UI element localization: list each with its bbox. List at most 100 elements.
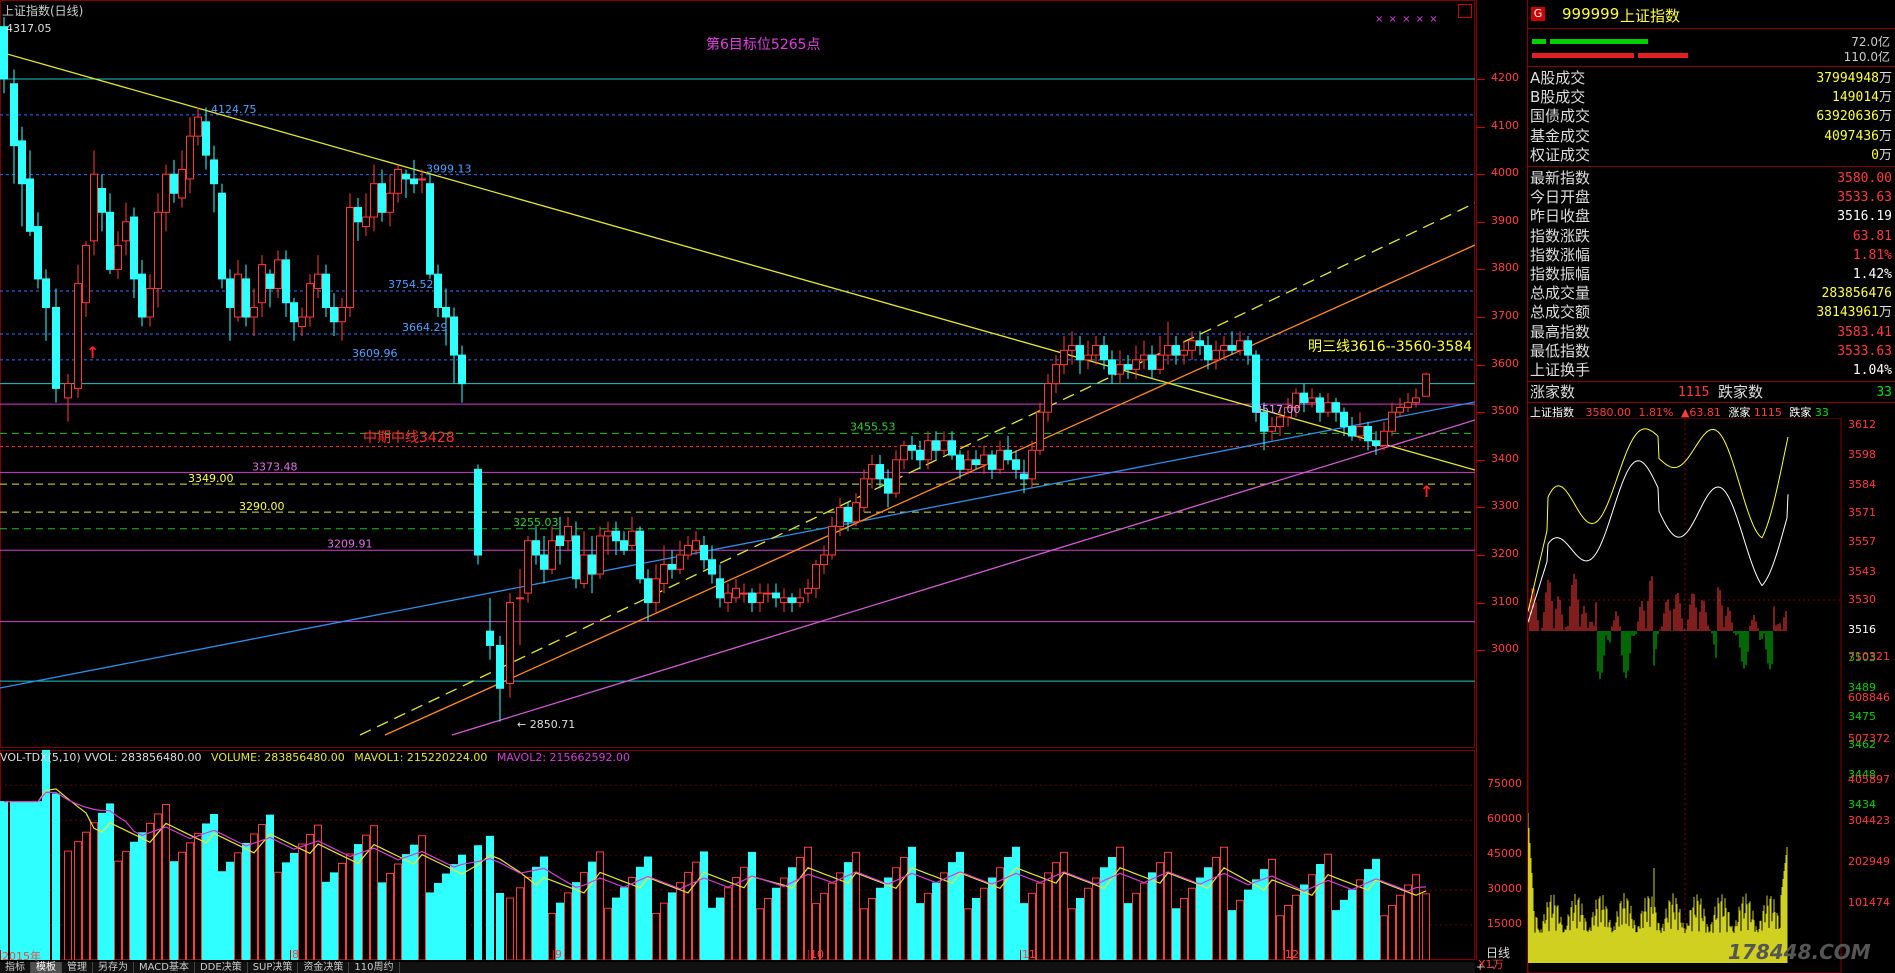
candle[interactable]: [1196, 340, 1204, 347]
candle[interactable]: [580, 554, 588, 585]
candle[interactable]: [154, 211, 162, 289]
candle[interactable]: [1388, 411, 1396, 432]
candle[interactable]: [724, 592, 732, 604]
candle[interactable]: [106, 211, 114, 270]
candle[interactable]: [378, 183, 386, 213]
candle[interactable]: [258, 264, 266, 304]
candle[interactable]: [314, 273, 322, 289]
candle[interactable]: [458, 354, 466, 385]
candle[interactable]: [1348, 425, 1356, 437]
candle[interactable]: [386, 192, 394, 213]
candle[interactable]: [1212, 349, 1220, 361]
candle[interactable]: [146, 287, 154, 318]
candle[interactable]: [370, 183, 378, 218]
candle[interactable]: [1116, 364, 1124, 375]
indicator-tab[interactable]: DDE决策: [195, 962, 248, 973]
candle[interactable]: [486, 630, 494, 646]
candle[interactable]: [612, 530, 620, 542]
indicator-tab[interactable]: 资金决策: [298, 962, 350, 973]
candle[interactable]: [1100, 345, 1108, 361]
candle[interactable]: [772, 592, 780, 599]
candle[interactable]: [122, 221, 130, 242]
zoom-buttons[interactable]: + -: [1476, 962, 1495, 973]
candle[interactable]: [1356, 425, 1364, 437]
candle[interactable]: [1340, 411, 1348, 427]
candle[interactable]: [556, 535, 564, 546]
candle[interactable]: [266, 273, 274, 289]
candle[interactable]: [1044, 383, 1052, 413]
candle[interactable]: [572, 535, 580, 580]
candle[interactable]: [42, 278, 50, 308]
indicator-tab[interactable]: 模板: [31, 962, 62, 973]
candle[interactable]: [0, 26, 8, 80]
candle[interactable]: [956, 454, 964, 470]
candle[interactable]: [700, 544, 708, 561]
candle[interactable]: [434, 273, 442, 308]
candle[interactable]: [1188, 340, 1196, 351]
candle[interactable]: [1084, 354, 1092, 361]
candle[interactable]: [876, 464, 884, 480]
candle[interactable]: [1164, 345, 1172, 356]
candle[interactable]: [1220, 345, 1228, 351]
candle[interactable]: [178, 168, 186, 199]
candle[interactable]: [996, 449, 1004, 470]
candle[interactable]: [652, 578, 660, 604]
candle[interactable]: [362, 216, 370, 228]
candle[interactable]: [972, 459, 980, 466]
candle[interactable]: [394, 168, 402, 194]
candle[interactable]: [1268, 425, 1276, 432]
candle[interactable]: [226, 278, 234, 308]
candle[interactable]: [1060, 349, 1068, 366]
candle[interactable]: [604, 530, 612, 537]
candle[interactable]: [1260, 411, 1268, 432]
candle[interactable]: [186, 135, 194, 180]
candle[interactable]: [1156, 354, 1164, 370]
candle[interactable]: [852, 502, 860, 523]
candle[interactable]: [892, 459, 900, 494]
maximize-icon[interactable]: [1458, 4, 1472, 18]
candle[interactable]: [1172, 345, 1180, 356]
candle[interactable]: [836, 506, 844, 527]
candle[interactable]: [1140, 354, 1148, 361]
candle[interactable]: [74, 283, 82, 389]
candle[interactable]: [298, 316, 306, 328]
candle[interactable]: [1380, 430, 1388, 447]
indicator-tab[interactable]: 另存为: [93, 962, 134, 973]
candle[interactable]: [130, 216, 138, 280]
candle[interactable]: [234, 273, 242, 318]
candle[interactable]: [524, 540, 532, 594]
candle[interactable]: [242, 278, 250, 318]
candle[interactable]: [804, 587, 812, 594]
candle[interactable]: [1132, 359, 1140, 370]
vol-indicator-name[interactable]: VOL-TDX(5,10): [0, 751, 81, 764]
candle[interactable]: [548, 540, 556, 570]
candle[interactable]: [620, 540, 628, 551]
candle[interactable]: [540, 554, 548, 570]
candle[interactable]: [988, 454, 996, 470]
candle[interactable]: [596, 535, 604, 575]
candle[interactable]: [868, 464, 876, 480]
candle[interactable]: [1252, 354, 1260, 413]
candle[interactable]: [1148, 354, 1156, 370]
candle[interactable]: [1012, 459, 1020, 470]
candle[interactable]: [52, 306, 60, 389]
candle[interactable]: [860, 478, 868, 508]
candle[interactable]: [916, 449, 924, 461]
candle[interactable]: [410, 178, 418, 185]
candle[interactable]: [426, 183, 434, 275]
candle[interactable]: [442, 306, 450, 318]
candle[interactable]: [796, 597, 804, 604]
candle[interactable]: [908, 445, 916, 451]
candle[interactable]: [1404, 402, 1412, 408]
candle[interactable]: [708, 559, 716, 575]
candle[interactable]: [1108, 359, 1116, 375]
candle[interactable]: [764, 592, 772, 595]
candle[interactable]: [1204, 345, 1212, 361]
candle[interactable]: [1236, 340, 1244, 351]
candle[interactable]: [676, 554, 684, 570]
candle[interactable]: [1372, 440, 1380, 447]
candle[interactable]: [64, 383, 72, 399]
candle[interactable]: [1004, 449, 1012, 461]
candle[interactable]: [1364, 425, 1372, 442]
candle[interactable]: [450, 316, 458, 356]
